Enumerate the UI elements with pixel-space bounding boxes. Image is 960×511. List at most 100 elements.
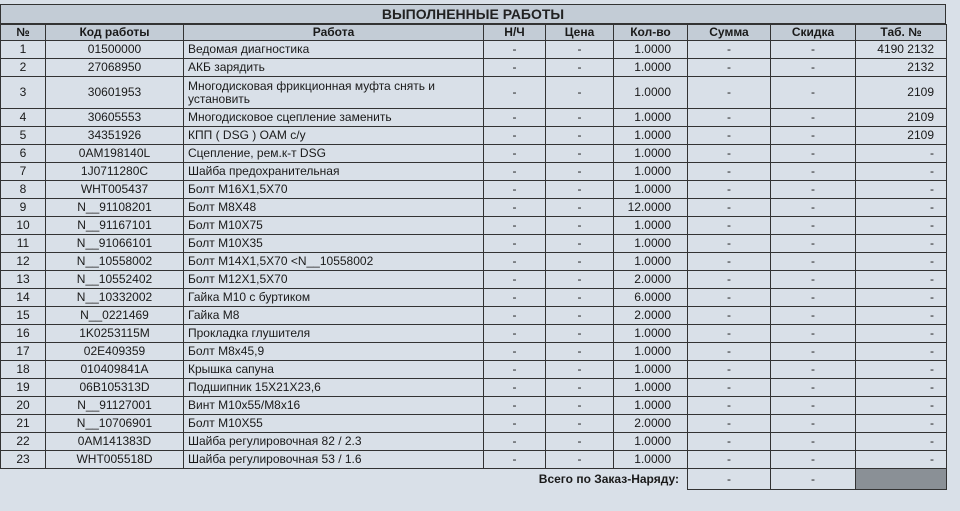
table-cell: 1.0000 <box>613 40 688 59</box>
table-cell: Болт M10X75 <box>183 216 484 235</box>
table-cell: - <box>687 342 771 361</box>
table-row: 9 N__91108201 Болт M8X48- -12.0000- - - <box>0 198 947 217</box>
table-cell: - <box>483 378 546 397</box>
table-cell: Ведомая диагностика <box>183 40 484 59</box>
table-cell: - <box>855 162 947 181</box>
table-cell: - <box>770 306 856 325</box>
table-cell: - <box>770 162 856 181</box>
header-cell: Работа <box>183 24 484 41</box>
table-cell: 1.0000 <box>613 252 688 271</box>
table-cell: 1.0000 <box>613 216 688 235</box>
table-cell: 19 <box>0 378 46 397</box>
header-cell: Таб. № <box>855 24 947 41</box>
table-cell: 12.0000 <box>613 198 688 217</box>
table-row: 6 0AM198140L Сцепление, рем.к-т DSG - -1.000… <box>0 144 947 163</box>
table-cell: 23 <box>0 450 46 469</box>
table-cell: 1.0000 <box>613 180 688 199</box>
table-cell: 2.0000 <box>613 270 688 289</box>
table-cell: - <box>770 378 856 397</box>
table-cell: 1.0000 <box>613 450 688 469</box>
table-cell: N__91066101 <box>45 234 184 253</box>
table-cell: 30605553 <box>45 108 184 127</box>
table-cell: 02E409359 <box>45 342 184 361</box>
table-cell: - <box>770 450 856 469</box>
table-cell: Гайка M8 <box>183 306 484 325</box>
table-cell: - <box>545 450 614 469</box>
table-cell: 0AM141383D <box>45 432 184 451</box>
table-cell: Болт M12X1,5X70 <box>183 270 484 289</box>
table-cell: - <box>483 414 546 433</box>
table-cell: - <box>687 162 771 181</box>
table-cell: - <box>687 432 771 451</box>
table-cell: - <box>483 108 546 127</box>
table-cell: - <box>545 234 614 253</box>
header-cell: Сумма <box>687 24 771 41</box>
table-cell: - <box>770 76 856 109</box>
table-row: 18 010409841A Крышка сапуна - -1.0000- - - <box>0 360 947 379</box>
table-cell: - <box>770 414 856 433</box>
table-cell: 1.0000 <box>613 342 688 361</box>
table-cell: - <box>483 360 546 379</box>
table-cell: Подшипник 15X21X23,6 <box>183 378 484 397</box>
table-cell: - <box>545 324 614 343</box>
table-cell: 2.0000 <box>613 306 688 325</box>
table-title: ВЫПОЛНЕННЫЕ РАБОТЫ <box>0 4 946 24</box>
table-cell: - <box>770 252 856 271</box>
table-cell: - <box>483 342 546 361</box>
table-cell: 1K0253115M <box>45 324 184 343</box>
table-row: 1 01500000 Ведомая диагностика - -1.0000- -41… <box>0 40 947 59</box>
table-cell: Крышка сапуна <box>183 360 484 379</box>
table-body: 1 01500000 Ведомая диагностика - -1.0000- -41… <box>0 40 947 490</box>
table-cell: 1.0000 <box>613 76 688 109</box>
table-cell: - <box>545 76 614 109</box>
table-cell: - <box>687 144 771 163</box>
table-cell: 1.0000 <box>613 108 688 127</box>
table-cell: 1.0000 <box>613 360 688 379</box>
table-row: 20 N__91127001 Винт M10x55/M8x16- -1.0000- -… <box>0 396 947 415</box>
header-row: № Код работы Работа Н/Ч Цена Кол-во Сумма Скидк… <box>0 24 947 41</box>
table-cell: - <box>545 180 614 199</box>
table-cell: 22 <box>0 432 46 451</box>
table-cell: - <box>687 198 771 217</box>
table-cell: 01500000 <box>45 40 184 59</box>
table-cell: 2109 <box>855 108 947 127</box>
table-cell: - <box>545 252 614 271</box>
table-cell: - <box>855 234 947 253</box>
table-cell: - <box>483 162 546 181</box>
table-row: 4 30605553 Многодисковое сцепление заменит… <box>0 108 947 127</box>
works-table: № Код работы Работа Н/Ч Цена Кол-во Сумма Скидк… <box>0 24 947 490</box>
table-cell: - <box>770 234 856 253</box>
table-cell: - <box>687 108 771 127</box>
table-cell: - <box>855 432 947 451</box>
table-cell: 9 <box>0 198 46 217</box>
table-cell: - <box>545 396 614 415</box>
table-row: 15 N__0221469 Гайка M8- -2.0000- - - <box>0 306 947 325</box>
table-cell: - <box>770 126 856 145</box>
table-cell: - <box>545 108 614 127</box>
table-cell: N__91127001 <box>45 396 184 415</box>
table-cell: - <box>687 126 771 145</box>
table-cell: - <box>855 198 947 217</box>
table-cell: - <box>545 40 614 59</box>
header-cell: Н/Ч <box>483 24 546 41</box>
header-cell: Цена <box>545 24 614 41</box>
table-cell: - <box>687 378 771 397</box>
table-cell: - <box>545 414 614 433</box>
table-cell: - <box>545 342 614 361</box>
table-cell: N__10552402 <box>45 270 184 289</box>
table-cell: - <box>855 306 947 325</box>
table-cell: - <box>483 306 546 325</box>
table-cell: - <box>483 450 546 469</box>
document: ВЫПОЛНЕННЫЕ РАБОТЫ № Код работы Работа Н/Ч Ц… <box>0 4 947 490</box>
table-cell: - <box>687 396 771 415</box>
table-cell: 12 <box>0 252 46 271</box>
table-row: 17 02E409359 Болт M8x45,9- -1.0000- - - <box>0 342 947 361</box>
table-cell: Сцепление, рем.к-т DSG <box>183 144 484 163</box>
table-cell: - <box>483 252 546 271</box>
table-cell: 2132 <box>855 58 947 77</box>
table-cell: - <box>545 432 614 451</box>
footer-value: - <box>770 468 856 490</box>
table-cell: - <box>483 396 546 415</box>
table-row: 23 WHT005518D Шайба регулировочная 53 / 1.… <box>0 450 947 469</box>
table-cell: - <box>855 414 947 433</box>
